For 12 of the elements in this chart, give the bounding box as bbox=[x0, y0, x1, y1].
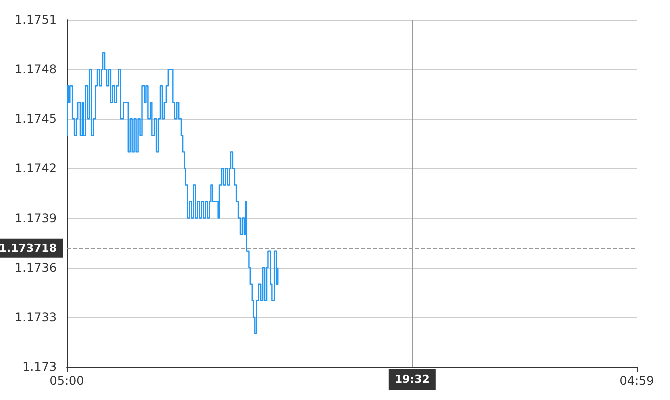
y-tick-label: 1.1739 bbox=[15, 211, 57, 226]
y-tick-label: 1.1748 bbox=[15, 62, 57, 77]
y-tick-label: 1.1751 bbox=[15, 13, 57, 27]
y-tick-label: 1.1733 bbox=[15, 310, 57, 324]
y-tick-label: 1.1742 bbox=[15, 162, 57, 176]
x-tick-label: 04:59 bbox=[620, 374, 654, 388]
ref-line-label: 1.173718 bbox=[0, 242, 57, 255]
y-tick-label: 1.1745 bbox=[15, 112, 57, 126]
y-tick-label: 1.1736 bbox=[15, 260, 57, 275]
ref-line-label: 19:32 bbox=[394, 373, 430, 386]
y-tick-label: 1.173 bbox=[22, 360, 57, 374]
x-tick-label: 05:00 bbox=[50, 374, 84, 388]
